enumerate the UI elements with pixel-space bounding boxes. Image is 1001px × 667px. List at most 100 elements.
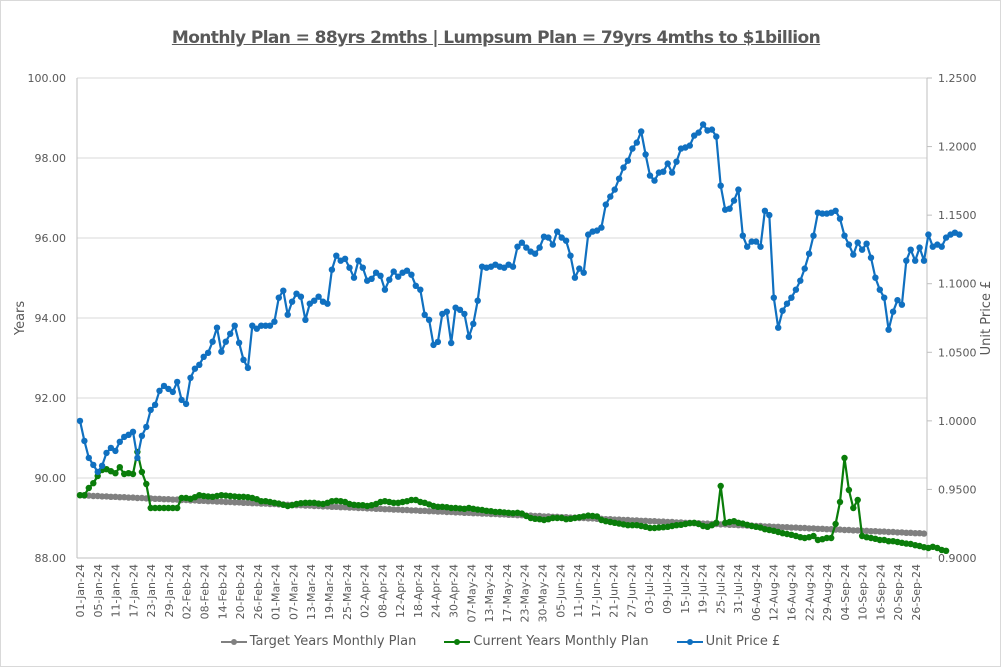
left-axis-title: Years [13,301,28,337]
data-point [801,265,808,272]
x-tick-label: 20-Feb-24 [234,564,247,619]
data-point [699,121,707,128]
data-point [112,470,119,477]
data-point [867,528,875,535]
data-point [889,308,897,315]
gridlines [77,77,927,479]
data-point [514,243,521,250]
x-tick-label: 22-Aug-24 [803,564,816,621]
data-point [920,257,928,264]
x-tick-label: 23-May-24 [519,564,532,622]
data-point [956,231,963,238]
data-point [624,157,632,164]
data-point [850,251,857,258]
legend-item-target[interactable]: Target Years Monthly Plan [220,634,416,649]
data-point [262,322,269,329]
x-tick-label: 08-Feb-24 [199,564,212,619]
data-point [90,492,97,500]
data-point [346,264,353,271]
axes [76,77,932,559]
data-point [275,294,282,301]
x-tick-label: 05-Jun-24 [554,564,567,618]
x-tick-label: 19-Jul-24 [697,564,710,614]
data-point [258,498,265,505]
data-point [615,175,623,182]
data-point [85,484,93,492]
data-point [76,417,84,425]
data-point [187,374,194,381]
right-tick-label: 1.2500 [938,72,977,85]
data-point [244,364,252,372]
data-point [231,322,238,329]
data-point [836,498,844,506]
data-point [739,232,746,239]
x-tick-label: 06-Aug-24 [750,564,763,621]
x-tick-label: 09-Jul-24 [661,564,674,614]
left-tick-label: 88.00 [35,552,67,565]
data-point [81,492,88,499]
data-point [850,504,857,512]
data-point [112,447,119,455]
data-point [465,333,473,340]
data-point [907,246,914,253]
data-point [103,449,110,457]
data-point [805,250,813,257]
data-point [151,401,159,408]
x-tick-label: 16-Aug-24 [785,564,798,621]
data-point [213,324,221,331]
data-point [828,534,835,542]
x-tick-label: 24-Apr-24 [430,564,443,618]
data-point [315,293,322,300]
data-point [231,499,238,506]
x-tick-label: 02-Apr-24 [359,564,372,618]
data-point [576,265,583,272]
data-point [421,311,428,318]
data-point [302,499,309,506]
data-point [752,238,760,245]
legend-item-unit-price[interactable]: Unit Price £ [676,634,780,649]
data-point [783,300,791,307]
data-point [863,240,870,247]
left-tick-label: 100.00 [28,72,67,85]
data-point [222,338,229,345]
data-point [443,308,450,315]
data-point [204,349,212,356]
data-point [898,301,906,308]
data-point [174,504,181,512]
data-point [178,396,185,404]
data-point [408,271,415,278]
x-tick-label: 01-Mar-24 [270,564,283,620]
right-tick-label: 1.1000 [938,278,977,291]
data-point [664,160,671,167]
right-tick-label: 1.2000 [938,141,977,154]
x-tick-label: 16-Sep-24 [874,564,887,621]
data-point [204,498,212,505]
data-point [90,461,97,469]
data-point [235,339,243,346]
legend-item-current[interactable]: Current Years Monthly Plan [444,634,649,649]
x-tick-label: 10-Sep-24 [857,564,870,621]
x-tick-label: 01-Jan-24 [74,564,87,618]
x-tick-label: 13-Mar-24 [305,564,318,620]
right-tick-label: 0.9000 [938,552,977,565]
data-point [757,243,764,250]
chart-title: Monthly Plan = 88yrs 2mths | Lumpsum Pla… [171,28,821,48]
data-point [633,139,640,146]
series-unit-price [76,121,963,476]
data-point [646,524,654,532]
data-point [218,348,225,355]
data-point [554,228,561,235]
x-tick-label: 13-May-24 [483,564,496,622]
series-line [78,123,960,473]
x-tick-label: 26-Feb-24 [252,564,265,619]
data-point [903,257,910,264]
data-point [651,177,658,184]
data-point [249,322,256,329]
left-axis-ticks: 88.00 90.00 92.00 94.00 96.00 98.00 100.00 [28,72,67,565]
data-point [196,497,203,504]
data-point [523,244,530,251]
data-point [227,330,234,337]
data-point [629,145,636,152]
data-point [448,339,455,347]
data-point [571,274,579,281]
